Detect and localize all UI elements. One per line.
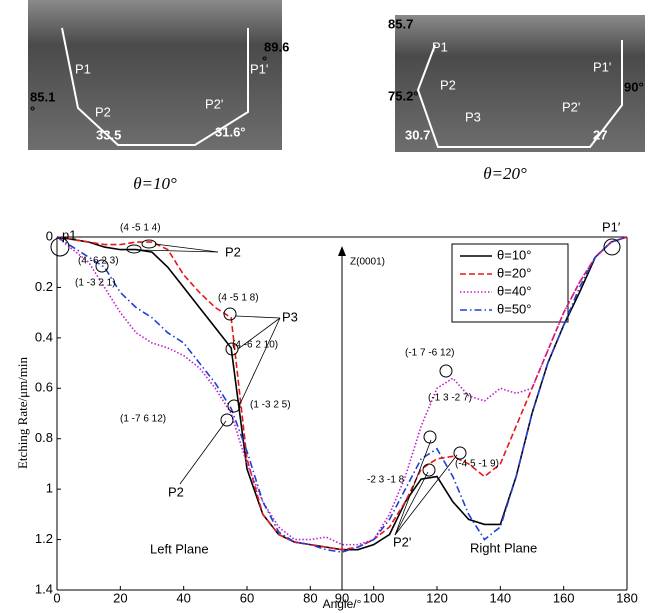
y-axis-label: Etching Rate/μm/min xyxy=(15,356,30,469)
annotation: P2 xyxy=(225,244,241,259)
annotation: -2 3 -1 8 xyxy=(367,475,405,486)
highlight-circle xyxy=(126,244,142,254)
x-tick-label: 120 xyxy=(426,590,448,605)
highlight-circle xyxy=(95,259,109,273)
highlight-circle xyxy=(141,239,157,249)
annotation: P2 xyxy=(168,484,184,499)
image-label: 85.1 xyxy=(30,89,55,104)
image-label: P2' xyxy=(205,96,223,111)
x-tick-label: 140 xyxy=(489,590,511,605)
annotation: (1 -7 6 12) xyxy=(120,414,166,425)
x-tick-label: 180 xyxy=(616,590,638,605)
x-axis-label: Angle/° xyxy=(323,597,362,611)
legend-label: θ=50° xyxy=(497,301,531,316)
image-label: P2' xyxy=(562,99,580,114)
leader-line xyxy=(237,317,281,350)
legend-label: θ=10° xyxy=(497,247,531,262)
series-line xyxy=(56,236,628,553)
x-tick-label: 40 xyxy=(176,590,190,605)
highlight-circle xyxy=(439,364,453,378)
image-label: 27 xyxy=(593,127,607,142)
leader-line xyxy=(179,420,227,485)
highlight-circle xyxy=(50,237,70,257)
annotation: (-4 5 -1 9) xyxy=(455,459,499,470)
highlight-circle xyxy=(223,307,237,321)
outline xyxy=(416,40,623,148)
leader-line xyxy=(139,249,219,253)
image-label: 33.5 xyxy=(96,127,121,142)
image-caption: θ=20° xyxy=(483,164,527,183)
series-line xyxy=(56,236,628,546)
image-caption: θ=10° xyxy=(133,174,177,193)
annotation: (-1 7 -6 12) xyxy=(405,348,454,359)
highlight-circle xyxy=(227,399,241,413)
image-label: ° xyxy=(30,103,35,118)
highlight-circle xyxy=(603,238,621,256)
x-tick-label: 160 xyxy=(553,590,575,605)
image-label: 85.7 xyxy=(388,16,413,31)
image-label: P1 xyxy=(75,61,91,76)
highlight-circle xyxy=(422,463,436,477)
leader-line xyxy=(154,243,219,253)
image-label: 89.6 xyxy=(264,39,289,54)
y-tick-label: 0.2 xyxy=(35,279,53,294)
x-tick-label: 60 xyxy=(240,590,254,605)
y-tick-label: 0.8 xyxy=(35,430,53,445)
image-label: P1' xyxy=(250,61,268,76)
image-label: P1 xyxy=(432,39,448,54)
leader-line xyxy=(394,454,458,536)
annotation: (4 -5 1 4) xyxy=(120,223,161,234)
image-label: ° xyxy=(262,53,267,68)
annotation: P2' xyxy=(393,534,411,549)
arrow-head xyxy=(338,246,346,256)
image-label: P3 xyxy=(465,109,481,124)
legend-label: θ=20° xyxy=(497,265,531,280)
image-label: 90° xyxy=(624,79,644,94)
annotation: Z(0001) xyxy=(350,257,385,268)
sem-image xyxy=(28,0,282,150)
annotation: Right Plane xyxy=(470,540,537,555)
legend-label: θ=40° xyxy=(497,283,531,298)
annotation: P1′ xyxy=(602,219,621,234)
image-label: 31.6° xyxy=(215,124,246,139)
leader-line xyxy=(235,315,281,319)
image-label: 75.2° xyxy=(388,88,419,103)
leader-line xyxy=(239,317,281,405)
x-tick-label: 20 xyxy=(113,590,127,605)
x-tick-label: 80 xyxy=(303,590,317,605)
x-tick-label: 100 xyxy=(363,590,385,605)
y-tick-label: 0.4 xyxy=(35,329,53,344)
y-tick-label: 0.6 xyxy=(35,380,53,395)
annotation: (1 -3 2 1) xyxy=(75,278,116,289)
y-tick-label: 1.4 xyxy=(35,581,53,596)
image-label: P2 xyxy=(440,77,456,92)
image-label: 30.7 xyxy=(405,127,430,142)
leader-line xyxy=(394,439,432,536)
annotation: (-1 3 -2 7) xyxy=(428,393,472,404)
annotation: (4 -6 2 10) xyxy=(232,340,278,351)
y-tick-label: 1.2 xyxy=(35,531,53,546)
y-tick-label: 1 xyxy=(46,481,53,496)
annotation: p1 xyxy=(62,227,76,242)
annotation: Left Plane xyxy=(150,541,209,556)
annotation: (1 -3 2 5) xyxy=(250,400,291,411)
y-tick-label: 0 xyxy=(46,228,53,243)
x-tick-label: 90 xyxy=(335,590,349,605)
highlight-circle xyxy=(423,430,437,444)
annotation: (4 -5 1 8) xyxy=(218,293,259,304)
legend xyxy=(451,243,569,323)
x-tick-label: 0 xyxy=(53,590,60,605)
outline xyxy=(61,27,249,146)
image-label: P2 xyxy=(95,104,111,119)
image-label: P1' xyxy=(593,59,611,74)
highlight-circle xyxy=(220,413,234,427)
annotation: P3 xyxy=(282,309,298,324)
highlight-circle xyxy=(453,446,467,460)
leader-line xyxy=(394,471,429,536)
